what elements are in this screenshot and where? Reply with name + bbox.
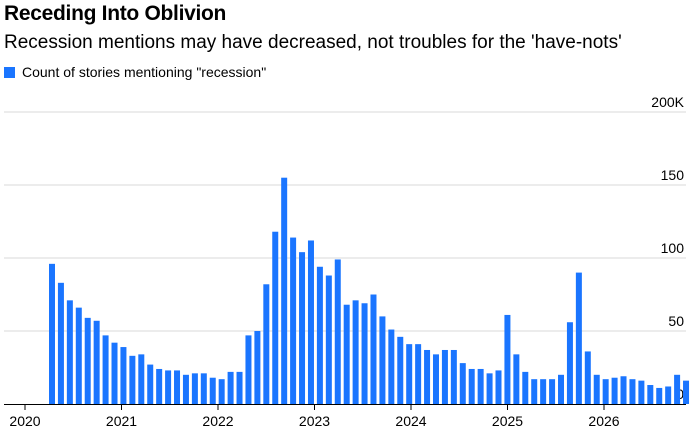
bar: [513, 354, 520, 404]
bar: [477, 368, 484, 404]
legend-label: Count of stories mentioning "recession": [22, 64, 267, 80]
bar: [584, 351, 591, 404]
bar: [486, 373, 493, 404]
bar: [165, 370, 172, 404]
bar: [406, 344, 413, 404]
bar: [182, 374, 189, 404]
bar: [647, 385, 654, 404]
legend: Count of stories mentioning "recession": [4, 64, 266, 80]
bar: [272, 231, 279, 404]
bar: [209, 377, 216, 404]
bar: [656, 387, 663, 404]
legend-swatch: [4, 66, 15, 78]
chart-subtitle: Recession mentions may have decreased, n…: [4, 32, 622, 53]
y-tick-label: 200K: [651, 94, 684, 110]
bar: [75, 307, 82, 404]
bar: [254, 331, 261, 404]
bar: [245, 335, 252, 404]
bar: [620, 376, 627, 404]
x-tick-label: 2026: [588, 413, 619, 429]
bar: [236, 371, 243, 404]
bar: [57, 282, 64, 404]
bar: [299, 252, 306, 404]
bar: [93, 320, 100, 404]
bar: [558, 374, 565, 404]
bar: [531, 379, 538, 404]
bar: [566, 322, 573, 404]
bar: [218, 379, 225, 404]
bar: [84, 317, 91, 404]
bar: [307, 240, 314, 404]
bar: [388, 329, 395, 404]
bar: [281, 177, 288, 404]
bar: [227, 371, 234, 404]
bar: [263, 284, 270, 404]
bar: [629, 379, 636, 404]
bar: [683, 380, 690, 404]
x-tick-label: 2025: [492, 413, 523, 429]
bar: [415, 344, 422, 404]
bar: [370, 294, 377, 404]
x-tick-label: 2020: [9, 413, 40, 429]
bar: [120, 347, 127, 404]
bar: [290, 237, 297, 404]
bar: [593, 374, 600, 404]
bar: [379, 316, 386, 404]
bar: [316, 266, 323, 404]
bar: [441, 349, 448, 404]
bar: [602, 379, 609, 404]
x-tick-label: 2024: [395, 413, 426, 429]
x-tick-label: 2023: [299, 413, 330, 429]
bar: [156, 368, 163, 404]
bar: [191, 373, 198, 404]
bar: [674, 374, 681, 404]
bar: [468, 368, 475, 404]
bar: [147, 364, 154, 404]
bar: [397, 336, 404, 404]
bar: [174, 370, 181, 404]
bar: [129, 355, 136, 404]
bar: [432, 354, 439, 404]
x-tick-label: 2021: [106, 413, 137, 429]
bar: [334, 259, 341, 404]
bar: [575, 272, 582, 404]
bar: [424, 349, 431, 404]
y-tick-label: 0: [676, 386, 684, 402]
y-tick-label: 100: [661, 240, 685, 256]
bar: [450, 349, 457, 404]
bar: [49, 263, 55, 404]
bar: [352, 300, 359, 404]
bar: [66, 300, 73, 404]
bar: [504, 314, 511, 404]
y-tick-label: 50: [668, 313, 684, 329]
bar: [665, 386, 672, 404]
bar: [343, 304, 350, 404]
bar: [549, 379, 556, 404]
bar: [200, 373, 207, 404]
bar: [138, 354, 145, 404]
bar: [540, 379, 547, 404]
bar: [459, 363, 466, 404]
bar: [361, 303, 368, 404]
bar: [495, 370, 502, 404]
bar: [522, 371, 529, 404]
x-tick-label: 2022: [202, 413, 233, 429]
bar: [611, 377, 618, 404]
bar: [111, 342, 118, 404]
bar: [325, 275, 332, 404]
bar: [102, 335, 109, 404]
chart-title: Receding Into Oblivion: [4, 2, 227, 25]
bar: [638, 380, 645, 404]
y-tick-label: 150: [661, 167, 685, 183]
